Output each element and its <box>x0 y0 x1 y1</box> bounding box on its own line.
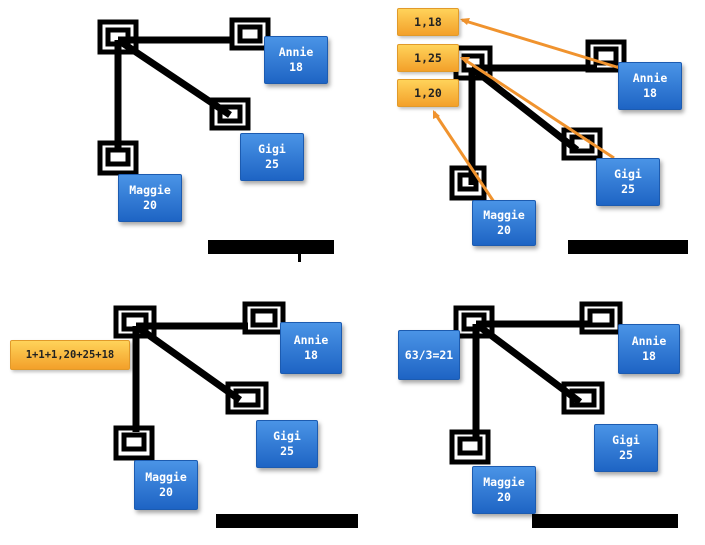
node-name: Annie <box>293 333 329 347</box>
panel-map-partials: 1,18 1,25 1,20 Annie 18 Gigi 25 Maggie 2… <box>352 0 704 272</box>
node-value: 20 <box>497 223 511 237</box>
node-value: 18 <box>289 60 303 74</box>
node-annie[interactable]: Annie 18 <box>618 324 680 374</box>
panel-average-result: 63/3=21 Annie 18 Gigi 25 Maggie 20 <box>352 272 704 544</box>
node-name: Maggie <box>483 208 525 222</box>
node-gigi[interactable]: Gigi 25 <box>240 133 304 181</box>
node-name: Gigi <box>258 142 286 156</box>
node-gigi[interactable]: Gigi 25 <box>256 420 318 468</box>
node-name: Annie <box>632 71 668 85</box>
node-value: 25 <box>280 444 294 458</box>
node-gigi[interactable]: Gigi 25 <box>594 424 658 472</box>
node-name: Maggie <box>145 470 187 484</box>
node-annie[interactable]: Annie 18 <box>618 62 682 110</box>
partial-gigi[interactable]: 1,25 <box>397 44 459 72</box>
caption-bar <box>532 514 678 528</box>
partial-value: 1,18 <box>414 14 442 29</box>
node-name: Gigi <box>614 167 642 181</box>
node-value: 25 <box>265 157 279 171</box>
node-maggie[interactable]: Maggie 20 <box>118 174 182 222</box>
partial-arrows <box>432 18 621 203</box>
node-value: 18 <box>643 86 657 100</box>
node-name: Gigi <box>612 433 640 447</box>
node-name: Annie <box>278 45 314 59</box>
node-gigi[interactable]: Gigi 25 <box>596 158 660 206</box>
node-maggie[interactable]: Maggie 20 <box>134 460 198 510</box>
node-name: Gigi <box>273 429 301 443</box>
partial-value: 1,25 <box>414 50 442 65</box>
caption-bar <box>568 240 688 254</box>
node-name: Maggie <box>483 475 525 489</box>
node-annie[interactable]: Annie 18 <box>280 322 342 374</box>
node-maggie[interactable]: Maggie 20 <box>472 466 536 514</box>
node-value: 20 <box>143 198 157 212</box>
sum-expression: 1+1+1,20+25+18 <box>25 348 115 361</box>
node-value: 20 <box>497 490 511 504</box>
tree-wires <box>449 301 623 465</box>
partial-annie[interactable]: 1,18 <box>397 8 459 36</box>
partial-value: 1,20 <box>414 85 442 100</box>
sum-label[interactable]: 1+1+1,20+25+18 <box>10 340 130 370</box>
node-value: 18 <box>304 348 318 362</box>
node-value: 18 <box>642 349 656 363</box>
panel-initial-tree: Annie 18 Gigi 25 Maggie 20 <box>0 0 352 272</box>
average-expression: 63/3=21 <box>404 347 454 362</box>
panel-reduce-sum: 1+1+1,20+25+18 Annie 18 Gigi 25 Maggie 2… <box>0 272 358 544</box>
partial-maggie[interactable]: 1,20 <box>397 79 459 107</box>
node-value: 25 <box>619 448 633 462</box>
node-name: Maggie <box>129 183 171 197</box>
caption-stub <box>298 254 301 262</box>
node-name: Annie <box>631 334 667 348</box>
tree-wires <box>113 301 286 461</box>
caption-bar <box>208 240 334 254</box>
node-value: 25 <box>621 182 635 196</box>
result-label[interactable]: 63/3=21 <box>398 330 460 380</box>
node-maggie[interactable]: Maggie 20 <box>472 200 536 246</box>
node-annie[interactable]: Annie 18 <box>264 36 328 84</box>
tree-wires <box>432 18 627 203</box>
caption-bar <box>216 514 358 528</box>
node-value: 20 <box>159 485 173 499</box>
